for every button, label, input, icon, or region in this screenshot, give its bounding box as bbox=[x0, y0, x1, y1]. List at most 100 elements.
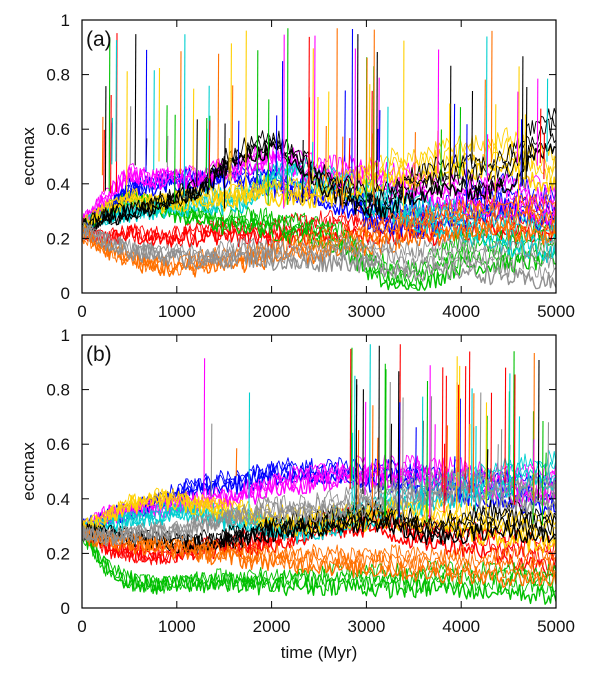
spike-mark bbox=[179, 51, 182, 175]
spike-mark bbox=[205, 117, 208, 174]
spike-mark bbox=[208, 85, 210, 179]
spike-mark bbox=[174, 114, 176, 202]
spike-mark bbox=[402, 40, 405, 211]
spike-mark bbox=[520, 119, 523, 187]
x-tick-label: 0 bbox=[77, 617, 86, 636]
spike-mark bbox=[472, 393, 475, 493]
spike-mark bbox=[237, 120, 240, 170]
spike-mark bbox=[376, 128, 379, 161]
spike-mark bbox=[512, 351, 515, 502]
y-axis-label: eccmax bbox=[19, 442, 38, 501]
spike-mark bbox=[208, 120, 211, 179]
spike-mark bbox=[275, 115, 278, 176]
spike-mark bbox=[286, 28, 289, 205]
spike-mark bbox=[281, 61, 284, 186]
y-tick-label: 1 bbox=[61, 326, 70, 345]
spike-mark bbox=[446, 425, 449, 472]
spike-mark bbox=[166, 105, 168, 163]
spike-mark bbox=[327, 91, 330, 170]
spike-mark bbox=[486, 134, 489, 206]
spike-mark bbox=[508, 373, 511, 497]
spike-mark bbox=[500, 429, 503, 506]
spike-mark bbox=[378, 110, 381, 162]
spike-mark bbox=[356, 34, 359, 191]
series-line bbox=[82, 193, 556, 271]
spike-mark bbox=[453, 103, 456, 164]
spike-mark bbox=[459, 107, 462, 179]
y-tick-label: 0.8 bbox=[46, 381, 70, 400]
spike-mark bbox=[311, 141, 314, 170]
spike-mark bbox=[217, 53, 220, 168]
y-tick-label: 0.4 bbox=[46, 490, 70, 509]
x-tick-label: 5000 bbox=[537, 617, 575, 636]
spike-mark bbox=[153, 70, 155, 170]
spike-mark bbox=[459, 398, 461, 503]
spike-mark bbox=[415, 427, 417, 481]
spike-mark bbox=[445, 375, 447, 501]
spike-mark bbox=[443, 443, 446, 513]
spike-mark bbox=[196, 119, 198, 187]
spike-mark bbox=[448, 103, 451, 187]
spike-mark bbox=[351, 28, 354, 173]
spike-mark bbox=[449, 65, 452, 197]
x-tick-label: 4000 bbox=[442, 617, 480, 636]
spike-mark bbox=[485, 36, 488, 176]
series-line bbox=[82, 142, 556, 234]
spike-mark bbox=[479, 392, 482, 482]
spike-mark bbox=[378, 77, 380, 176]
spike-mark bbox=[490, 30, 493, 163]
x-tick-label: 2000 bbox=[253, 617, 291, 636]
spike-mark bbox=[230, 43, 232, 187]
spike-mark bbox=[313, 35, 316, 167]
spike-mark bbox=[248, 392, 251, 526]
spike-mark bbox=[546, 78, 549, 162]
spike-mark bbox=[547, 422, 550, 494]
spike-mark bbox=[183, 34, 186, 197]
y-tick-label: 0.8 bbox=[46, 66, 70, 85]
spike-mark bbox=[441, 367, 444, 492]
spike-mark bbox=[325, 125, 327, 182]
spike-mark bbox=[353, 375, 356, 514]
spike-mark bbox=[497, 444, 499, 473]
spike-mark bbox=[486, 415, 488, 504]
y-tick-label: 0.6 bbox=[46, 435, 70, 454]
spike-mark bbox=[545, 452, 547, 477]
spike-mark bbox=[430, 396, 433, 517]
y-tick-label: 0 bbox=[61, 284, 70, 303]
spike-mark bbox=[384, 363, 386, 516]
spike-mark bbox=[414, 132, 416, 191]
y-tick-label: 0.2 bbox=[46, 229, 70, 248]
x-tick-label: 2000 bbox=[253, 302, 291, 321]
spike-mark bbox=[390, 423, 393, 484]
spike-mark bbox=[376, 437, 379, 476]
spike-mark bbox=[336, 28, 338, 198]
spike-mark bbox=[351, 432, 354, 505]
spike-mark bbox=[115, 40, 118, 162]
series-line bbox=[82, 226, 556, 290]
series-line bbox=[82, 480, 556, 547]
series-line bbox=[82, 466, 556, 546]
spike-mark bbox=[453, 456, 456, 474]
plot-area bbox=[82, 28, 556, 291]
spike-mark bbox=[158, 67, 161, 162]
spike-mark bbox=[468, 423, 471, 481]
spike-mark bbox=[267, 99, 270, 205]
spike-mark bbox=[101, 116, 104, 176]
spike-mark bbox=[485, 402, 488, 523]
plot-area bbox=[82, 344, 556, 605]
spike-mark bbox=[378, 345, 380, 500]
spike-mark bbox=[373, 29, 375, 205]
spike-mark bbox=[376, 51, 378, 185]
spike-mark bbox=[245, 30, 247, 185]
spike-mark bbox=[397, 371, 400, 525]
spike-mark bbox=[465, 124, 468, 206]
x-axis-label: time (Myr) bbox=[281, 643, 357, 662]
spike-mark bbox=[302, 139, 304, 203]
spike-mark bbox=[223, 123, 226, 209]
spike-mark bbox=[365, 57, 368, 179]
spike-mark bbox=[349, 348, 352, 489]
spike-mark bbox=[426, 380, 429, 523]
spike-mark bbox=[166, 135, 169, 168]
spike-mark bbox=[504, 367, 507, 484]
